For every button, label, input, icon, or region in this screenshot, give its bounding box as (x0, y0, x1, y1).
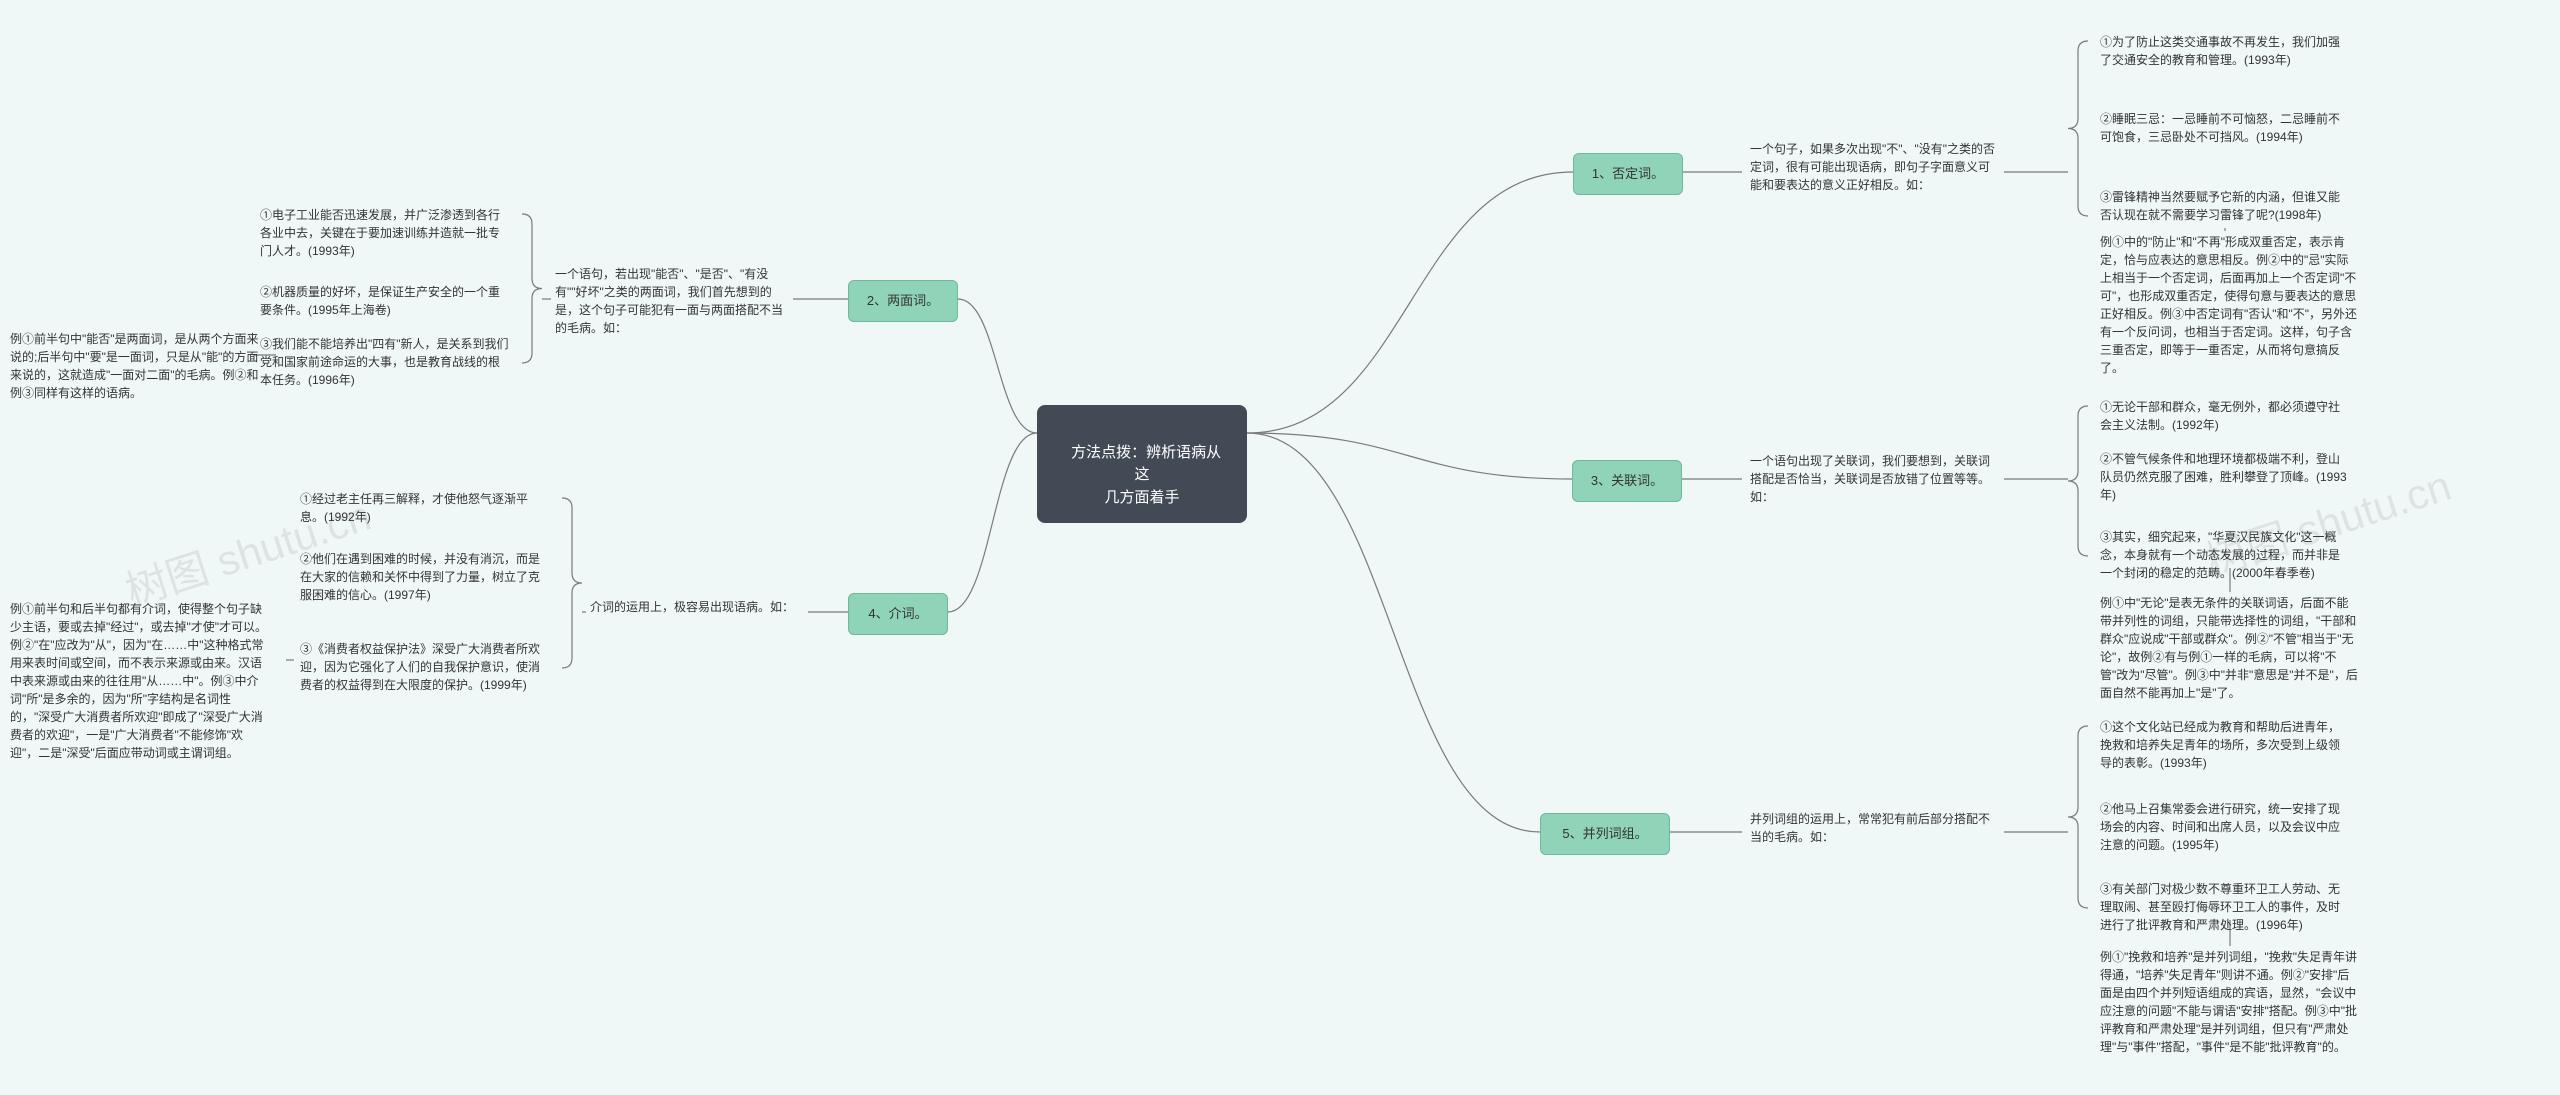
leaf-b2c3: ③我们能不能培养出"四有"新人，是关系到我们党和国家前途命运的大事，也是教育战线… (260, 335, 510, 389)
leaf-text: ③雷锋精神当然要赋予它新的内涵，但谁又能否认现在就不需要学习雷锋了呢?(1998… (2100, 190, 2340, 222)
leaf-b3c3: ③其实，细究起来，"华夏汉民族文化"这一概念，本身就有一个动态发展的过程，而并非… (2100, 528, 2350, 582)
leaf-b1c1: ①为了防止这类交通事故不再发生，我们加强了交通安全的教育和管理。(1993年) (2100, 33, 2350, 69)
branch-desc: 并列词组的运用上，常常犯有前后部分搭配不当的毛病。如： (1750, 812, 1990, 844)
note-text: 例①前半句和后半句都有介词，使得整个句子缺少主语，要或去掉"经过"，或去掉"才使… (10, 602, 267, 760)
leaf-text: ②他们在遇到困难的时候，并没有消沉，而是在大家的信赖和关怀中得到了力量，树立了克… (300, 552, 540, 602)
branch-b1: 1、否定词。 (1573, 153, 1683, 195)
leaf-b1c2: ②睡眠三忌：一忌睡前不可恼怒，二忌睡前不可饱食，三忌卧处不可挡风。(1994年) (2100, 110, 2350, 146)
branch-desc: 介词的运用上，极容易出现语病。如： (590, 600, 794, 614)
branch-desc: 一个语句，若出现"能否"、"是否"、"有没有""好坏"之类的两面词，我们首先想到… (555, 267, 783, 335)
branch-b2: 2、两面词。 (848, 280, 958, 322)
branch-b4: 4、介词。 (848, 593, 948, 635)
leaf-text: ①经过老主任再三解释，才使他怒气逐渐平息。(1992年) (300, 492, 528, 524)
branch-label: 4、介词。 (868, 606, 927, 621)
leaf-text: ①这个文化站已经成为教育和帮助后进青年，挽救和培养失足青年的场所，多次受到上级领… (2100, 720, 2340, 770)
desc-b4: 介词的运用上，极容易出现语病。如： (590, 598, 800, 616)
branch-b5: 5、并列词组。 (1540, 813, 1670, 855)
leaf-b2c2: ②机器质量的好坏，是保证生产安全的一个重要条件。(1995年上海卷) (260, 283, 510, 319)
leaf-text: ②他马上召集常委会进行研究，统一安排了现场会的内容、时间和出席人员，以及会议中应… (2100, 802, 2340, 852)
leaf-text: ③其实，细究起来，"华夏汉民族文化"这一概念，本身就有一个动态发展的过程，而并非… (2100, 530, 2340, 580)
leaf-text: ③有关部门对极少数不尊重环卫工人劳动、无理取闹、甚至殴打侮辱环卫工人的事件，及时… (2100, 882, 2340, 932)
branch-b3: 3、关联词。 (1572, 460, 1682, 502)
leaf-text: ③《消费者权益保护法》深受广大消费者所欢迎，因为它强化了人们的自我保护意识，使消… (300, 642, 540, 692)
leaf-b1c3: ③雷锋精神当然要赋予它新的内涵，但谁又能否认现在就不需要学习雷锋了呢?(1998… (2100, 188, 2350, 224)
note-b2c3: 例①前半句中"能否"是两面词，是从两个方面来说的;后半句中"要"是一面词，只是从… (10, 330, 270, 402)
leaf-text: ①无论干部和群众，毫无例外，都必须遵守社会主义法制。(1992年) (2100, 400, 2340, 432)
branch-label: 2、两面词。 (867, 293, 939, 308)
leaf-b3c1: ①无论干部和群众，毫无例外，都必须遵守社会主义法制。(1992年) (2100, 398, 2350, 434)
note-text: 例①中的"防止"和"不再"形成双重否定，表示肯定，恰与应表达的意思相反。例②中的… (2100, 235, 2357, 375)
note-text: 例①中"无论"是表无条件的关联词语，后面不能带并列性的词组，只能带选择性的词组，… (2100, 596, 2358, 700)
note-b3c3: 例①中"无论"是表无条件的关联词语，后面不能带并列性的词组，只能带选择性的词组，… (2100, 594, 2360, 702)
note-b5c3: 例①"挽救和培养"是并列词组，"挽救"失足青年讲得通，"培养"失足青年"则讲不通… (2100, 948, 2360, 1056)
desc-b1: 一个句子，如果多次出现"不"、"没有"之类的否定词，很有可能出现语病，即句子字面… (1750, 140, 2000, 194)
desc-b2: 一个语句，若出现"能否"、"是否"、"有没有""好坏"之类的两面词，我们首先想到… (555, 265, 785, 337)
leaf-text: ②睡眠三忌：一忌睡前不可恼怒，二忌睡前不可饱食，三忌卧处不可挡风。(1994年) (2100, 112, 2340, 144)
leaf-text: ①为了防止这类交通事故不再发生，我们加强了交通安全的教育和管理。(1993年) (2100, 35, 2340, 67)
leaf-b4c1: ①经过老主任再三解释，才使他怒气逐渐平息。(1992年) (300, 490, 550, 526)
root-node: 方法点拨：辨析语病从这 几方面着手 (1037, 405, 1247, 523)
note-b4c3: 例①前半句和后半句都有介词，使得整个句子缺少主语，要或去掉"经过"，或去掉"才使… (10, 600, 270, 762)
branch-label: 3、关联词。 (1591, 473, 1663, 488)
desc-b3: 一个语句出现了关联词，我们要想到，关联词搭配是否恰当，关联词是否放错了位置等等。… (1750, 452, 2000, 506)
note-b1c3: 例①中的"防止"和"不再"形成双重否定，表示肯定，恰与应表达的意思相反。例②中的… (2100, 233, 2360, 377)
leaf-b4c3: ③《消费者权益保护法》深受广大消费者所欢迎，因为它强化了人们的自我保护意识，使消… (300, 640, 550, 694)
branch-desc: 一个句子，如果多次出现"不"、"没有"之类的否定词，很有可能出现语病，即句子字面… (1750, 142, 1995, 192)
note-text: 例①前半句中"能否"是两面词，是从两个方面来说的;后半句中"要"是一面词，只是从… (10, 332, 259, 400)
leaf-b2c1: ①电子工业能否迅速发展，并广泛渗透到各行各业中去，关键在于要加速训练并造就一批专… (260, 206, 510, 260)
branch-label: 5、并列词组。 (1562, 826, 1647, 841)
leaf-b5c1: ①这个文化站已经成为教育和帮助后进青年，挽救和培养失足青年的场所，多次受到上级领… (2100, 718, 2350, 772)
leaf-b5c2: ②他马上召集常委会进行研究，统一安排了现场会的内容、时间和出席人员，以及会议中应… (2100, 800, 2350, 854)
branch-desc: 一个语句出现了关联词，我们要想到，关联词搭配是否恰当，关联词是否放错了位置等等。… (1750, 454, 1990, 504)
leaf-text: ②机器质量的好坏，是保证生产安全的一个重要条件。(1995年上海卷) (260, 285, 500, 317)
leaf-text: ②不管气候条件和地理环境都极端不利，登山队员仍然克服了困难，胜利攀登了顶峰。(1… (2100, 452, 2347, 502)
leaf-b3c2: ②不管气候条件和地理环境都极端不利，登山队员仍然克服了困难，胜利攀登了顶峰。(1… (2100, 450, 2350, 504)
desc-b5: 并列词组的运用上，常常犯有前后部分搭配不当的毛病。如： (1750, 810, 2000, 846)
note-text: 例①"挽救和培养"是并列词组，"挽救"失足青年讲得通，"培养"失足青年"则讲不通… (2100, 950, 2357, 1054)
branch-label: 1、否定词。 (1592, 166, 1664, 181)
leaf-b5c3: ③有关部门对极少数不尊重环卫工人劳动、无理取闹、甚至殴打侮辱环卫工人的事件，及时… (2100, 880, 2350, 934)
leaf-b4c2: ②他们在遇到困难的时候，并没有消沉，而是在大家的信赖和关怀中得到了力量，树立了克… (300, 550, 550, 604)
root-label: 方法点拨：辨析语病从这 几方面着手 (1071, 444, 1221, 506)
leaf-text: ①电子工业能否迅速发展，并广泛渗透到各行各业中去，关键在于要加速训练并造就一批专… (260, 208, 500, 258)
leaf-text: ③我们能不能培养出"四有"新人，是关系到我们党和国家前途命运的大事，也是教育战线… (260, 337, 509, 387)
